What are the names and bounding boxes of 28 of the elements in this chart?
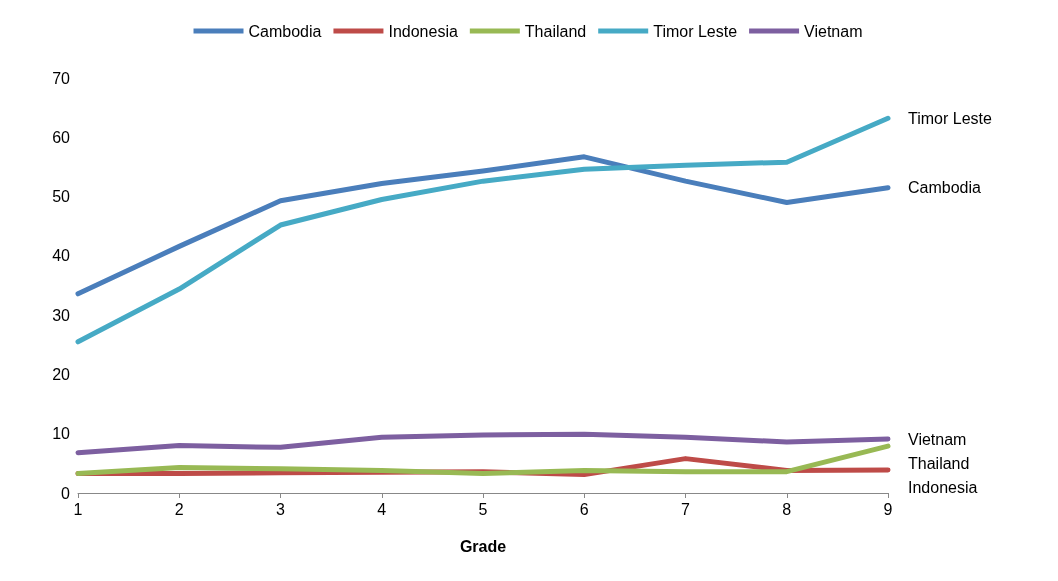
x-tick-label: 3 [276,500,286,518]
x-tick-label: 9 [883,500,893,518]
x-axis-title: Grade [459,537,507,555]
legend-label: Thailand [524,22,587,40]
x-tick-label: 1 [73,500,83,518]
legend-label: Indonesia [388,22,458,40]
y-tick-label: 60 [52,128,71,146]
legend-label: Timor Leste [653,22,738,40]
x-tick-label: 8 [782,500,792,518]
x-tick-label: 6 [579,500,589,518]
y-tick-label: 40 [52,247,71,265]
text: Indonesia [908,478,978,496]
legend-label: Vietnam [804,22,863,40]
y-tick-label: 20 [52,365,71,383]
x-tick-label: 2 [174,500,184,518]
y-tick-label: 70 [52,69,71,87]
x-tick-label: 4 [377,500,387,518]
text: Vietnam [908,430,967,448]
y-tick-label: 30 [52,306,71,324]
y-tick-label: 0 [61,484,71,502]
y-tick-label: 10 [52,425,71,443]
text: Cambodia [908,179,981,197]
text: Timor Leste [908,109,992,127]
text: Thailand [908,454,970,472]
legend-label: Cambodia [248,22,322,40]
y-tick-label: 50 [52,188,71,206]
x-tick-label: 7 [681,500,691,518]
x-tick-label: 5 [478,500,488,518]
